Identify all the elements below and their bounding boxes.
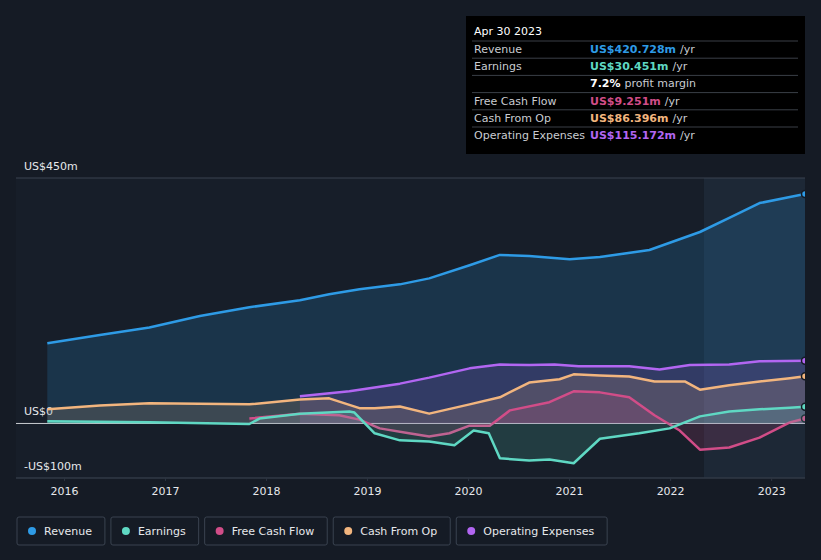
series-area <box>47 407 805 463</box>
series-line <box>47 407 805 463</box>
x-tick <box>569 478 570 481</box>
legend-item: Revenue <box>17 517 105 545</box>
tooltip-value: US$420.728m <box>590 43 676 56</box>
end-point <box>802 403 806 410</box>
legend-swatch <box>122 527 130 535</box>
y-tick-label: -US$100m <box>24 460 82 473</box>
tooltip-separator <box>472 127 798 128</box>
tooltip-label: Operating Expenses <box>474 129 585 142</box>
tooltip-unit: /yr <box>672 112 687 125</box>
y-tick-label: US$450m <box>24 160 78 173</box>
x-tick <box>64 478 65 481</box>
x-tick <box>165 478 166 481</box>
tooltip: Apr 30 2023 Revenue US$420.728m/yr Earnings… <box>466 16 805 154</box>
tooltip-box <box>466 16 805 154</box>
tooltip-unit: profit margin <box>625 77 697 90</box>
x-tick-label: 2018 <box>253 485 281 498</box>
tooltip-label: Revenue <box>474 43 522 56</box>
chart: US$450mUS$0-US$100m201620172018201920202… <box>0 0 821 560</box>
tooltip-unit: /yr <box>672 60 687 73</box>
series-line <box>47 374 805 413</box>
tooltip-unit: /yr <box>680 43 695 56</box>
legend-item: Free Cash Flow <box>205 517 328 545</box>
x-tick-label: 2019 <box>354 485 382 498</box>
x-tick <box>266 478 267 481</box>
end-point <box>802 357 806 364</box>
series-area <box>47 374 805 423</box>
x-tick-label: 2022 <box>657 485 685 498</box>
legend-box <box>205 517 328 545</box>
tooltip-label: Earnings <box>474 60 522 73</box>
x-tick <box>670 478 671 481</box>
tooltip-value: US$30.451m <box>590 60 668 73</box>
tooltip-label: Cash From Op <box>474 112 551 125</box>
grid-line <box>16 178 805 179</box>
legend-label: Free Cash Flow <box>232 525 315 538</box>
x-tick-label: 2016 <box>50 485 78 498</box>
legend-swatch <box>216 527 224 535</box>
series-group <box>47 190 805 463</box>
tooltip-separator <box>472 58 798 59</box>
tooltip-unit: /yr <box>665 95 680 108</box>
plot-area <box>16 178 805 478</box>
tooltip-value: US$115.172m <box>590 129 676 142</box>
legend-label: Earnings <box>138 525 186 538</box>
x-tick-label: 2017 <box>152 485 180 498</box>
tooltip-value: 7.2% <box>590 77 621 90</box>
series-line <box>47 194 805 343</box>
legend-label: Cash From Op <box>360 525 437 538</box>
tooltip-separator <box>472 92 798 93</box>
legend-label: Operating Expenses <box>483 525 594 538</box>
series-area <box>47 194 805 423</box>
x-tick <box>367 478 368 481</box>
legend-item: Earnings <box>111 517 199 545</box>
tooltip-unit: /yr <box>680 129 695 142</box>
tooltip-value: US$86.396m <box>590 112 668 125</box>
legend-swatch <box>344 527 352 535</box>
tooltip-separator <box>472 109 798 110</box>
tooltip-separator <box>472 75 798 76</box>
x-tick-label: 2023 <box>758 485 786 498</box>
tooltip-label: Free Cash Flow <box>474 95 557 108</box>
legend-box <box>333 517 450 545</box>
x-tick-label: 2020 <box>455 485 483 498</box>
legend-box <box>111 517 199 545</box>
x-tick <box>468 478 469 481</box>
legend-swatch <box>28 527 36 535</box>
x-tick-label: 2021 <box>556 485 584 498</box>
legend-box <box>456 517 607 545</box>
legend-box <box>17 517 105 545</box>
end-point <box>802 190 806 197</box>
x-axis-line <box>16 478 805 479</box>
legend-item: Operating Expenses <box>456 517 607 545</box>
end-point <box>802 373 806 380</box>
tooltip-value: US$9.251m <box>590 95 661 108</box>
tooltip-separator <box>472 41 798 42</box>
x-tick <box>771 478 772 481</box>
grid-line <box>16 478 805 479</box>
legend-swatch <box>467 527 475 535</box>
legend-label: Revenue <box>44 525 92 538</box>
legend-item: Cash From Op <box>333 517 450 545</box>
tooltip-date: Apr 30 2023 <box>474 25 542 38</box>
